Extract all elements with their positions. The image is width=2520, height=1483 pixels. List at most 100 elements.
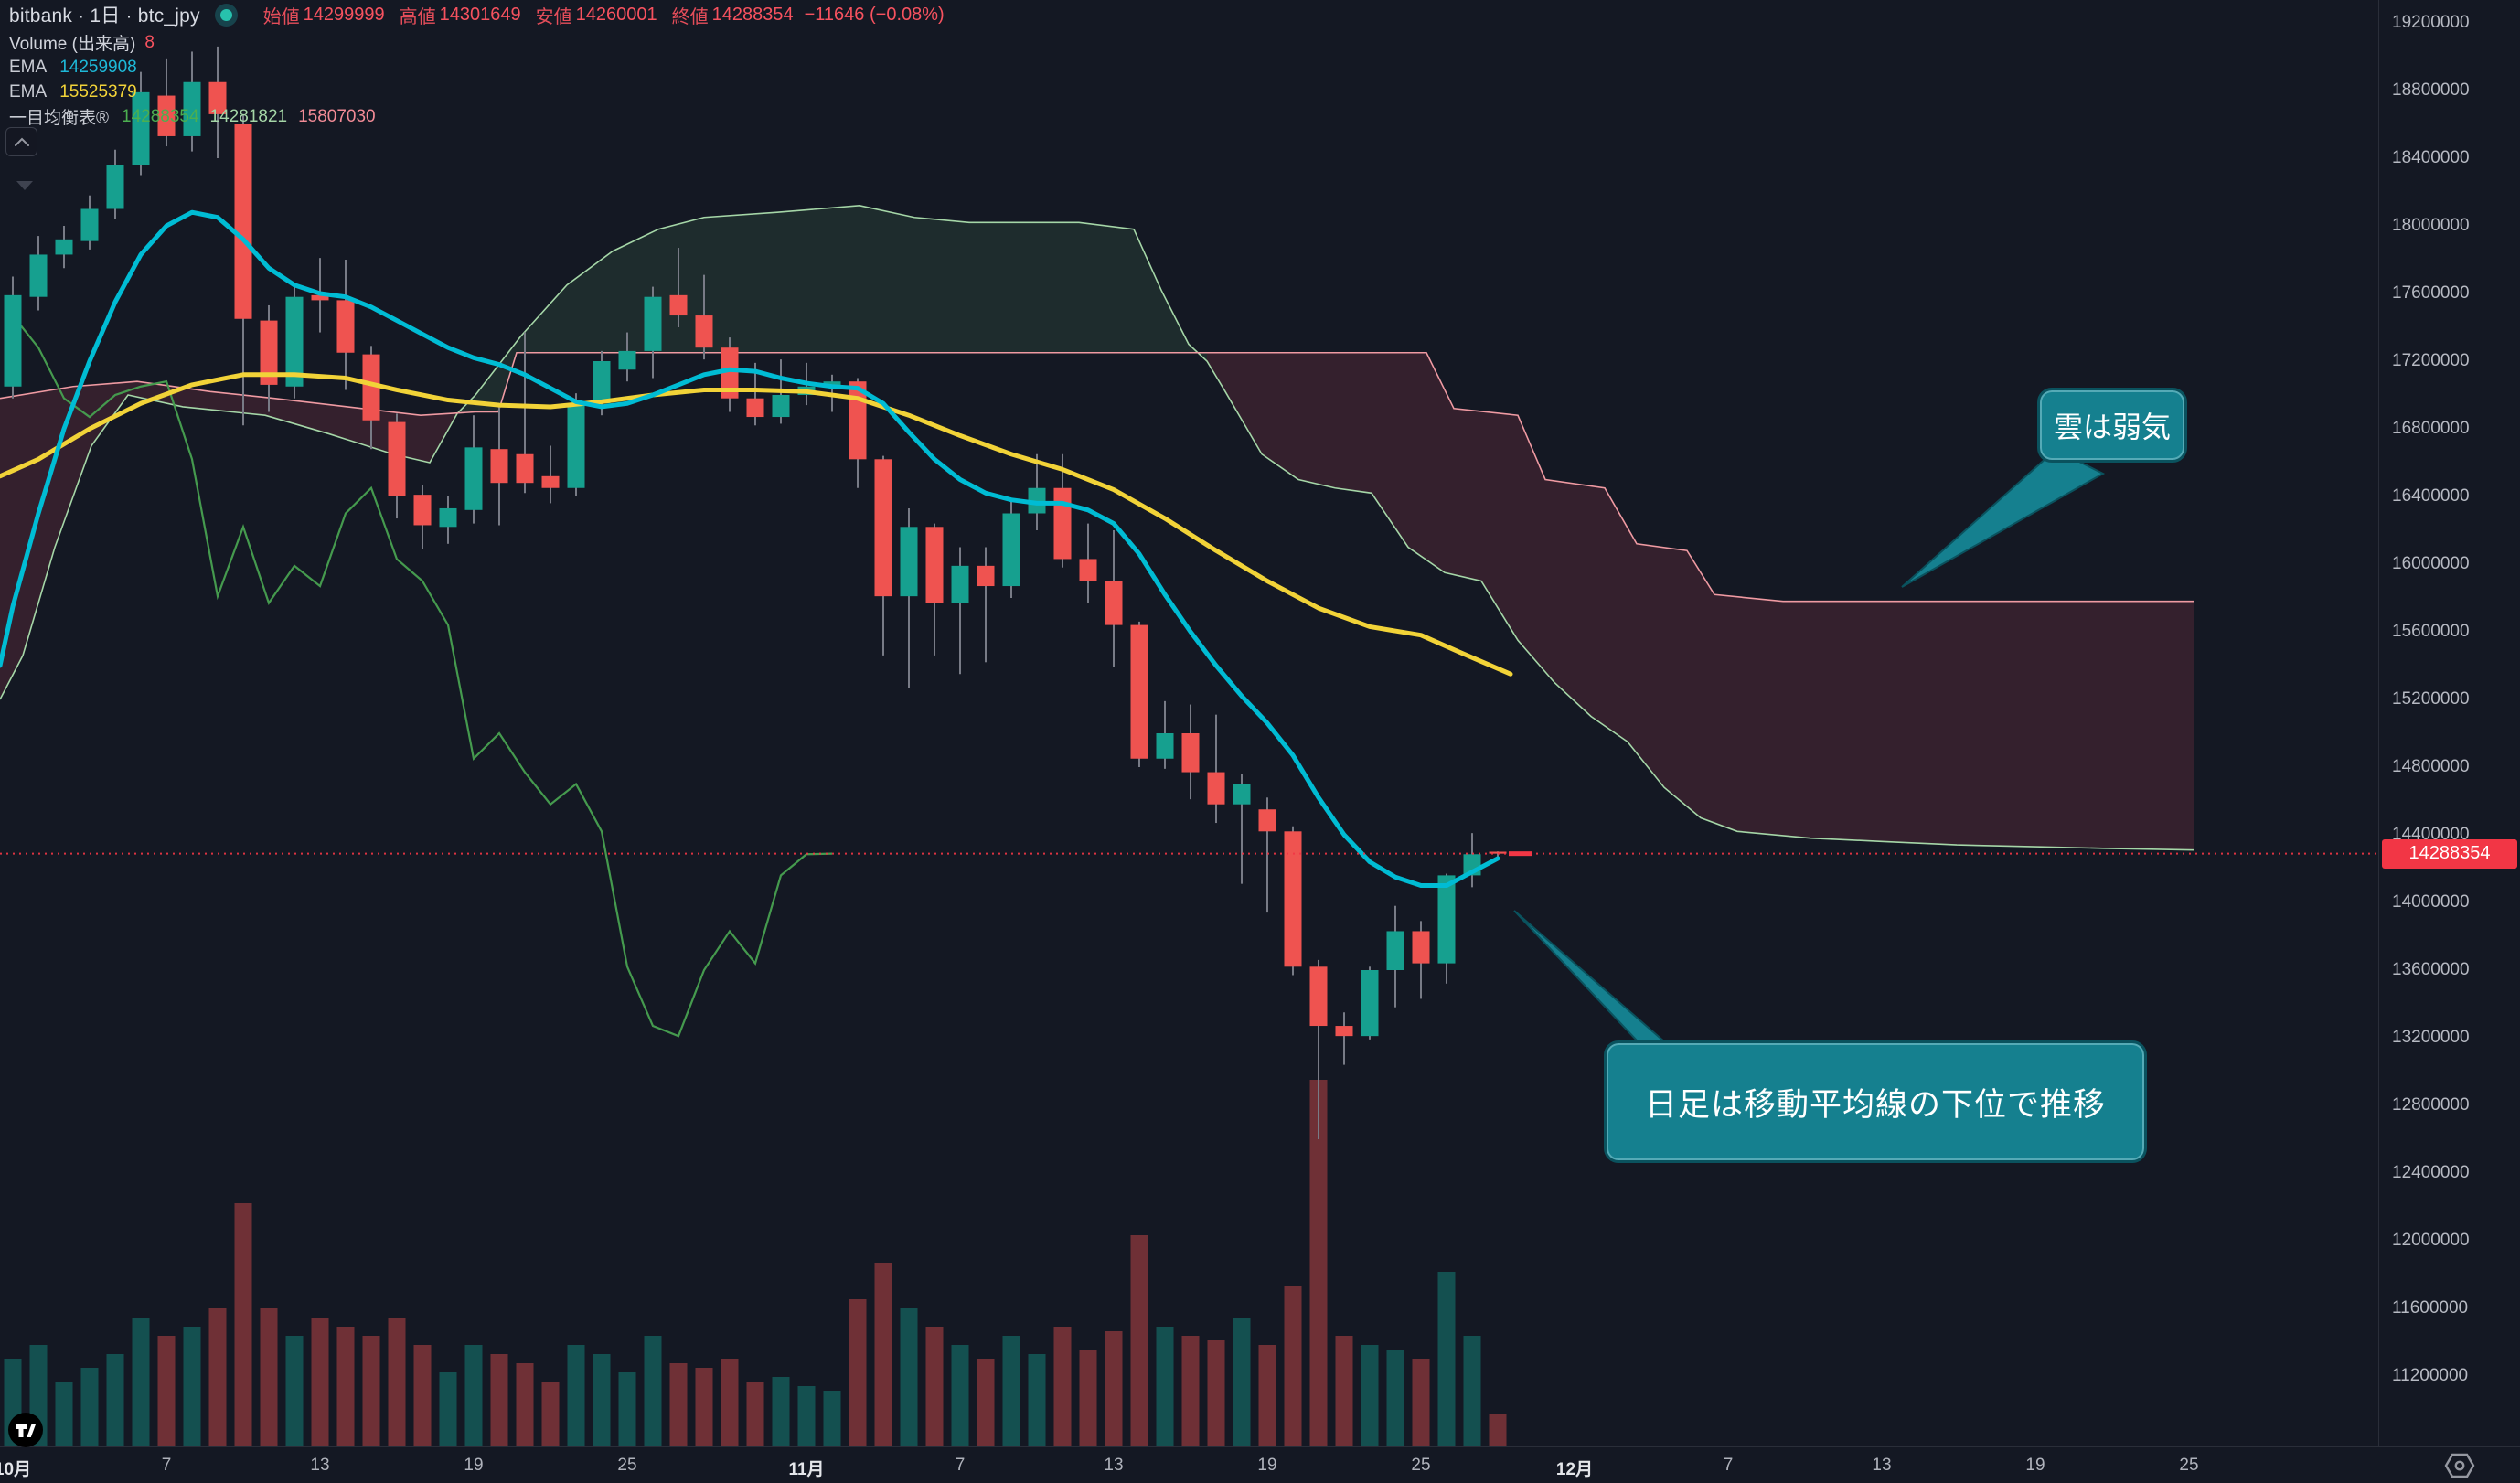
ema-fast-line (0, 209, 1500, 888)
last-price-tag: 14288354 (2382, 838, 2517, 869)
symbol-title[interactable]: bitbank · 1日 · btc_jpy (9, 5, 200, 27)
candle-body (567, 403, 585, 488)
ema-slow-value: 15525379 (59, 81, 137, 101)
price-tick-label: 18000000 (2392, 216, 2470, 235)
volume-bar (567, 1345, 585, 1446)
candle-body (874, 459, 892, 597)
price-tick-label: 18800000 (2392, 80, 2470, 100)
volume-bar (1386, 1350, 1404, 1446)
ema-slow-line (0, 372, 1513, 677)
price-tick-label: 17200000 (2392, 351, 2470, 370)
price-scale[interactable]: 19200000 18800000 18400000 18000000 17600000… (2378, 0, 2520, 1446)
price-tick-label: 12000000 (2392, 1231, 2470, 1250)
candle-body (285, 296, 304, 387)
volume-bar (695, 1368, 713, 1446)
time-scale[interactable]: 10月 7 13 19 25 11月 7 13 19 25 12月 7 13 19 25 (0, 1446, 2520, 1483)
candle-body (1489, 851, 1507, 854)
candle-body (1053, 487, 1072, 560)
low-label: 安値 (535, 6, 572, 27)
volume-bar (1181, 1336, 1200, 1446)
legend-more-triangle-icon[interactable] (16, 181, 33, 190)
data-source-dot-icon (219, 8, 232, 21)
price-tick-label: 13600000 (2392, 960, 2470, 979)
high-label: 高値 (399, 6, 436, 27)
ema-slow-label[interactable]: EMA (9, 81, 48, 101)
ichimoku-kijun-value: 14281821 (209, 106, 288, 126)
volume-bar (1412, 1359, 1430, 1446)
price-tick-label: 12400000 (2392, 1163, 2470, 1182)
candle-body (1130, 624, 1148, 759)
price-tick-label: 17600000 (2392, 283, 2470, 303)
time-tick-label: 7 (955, 1456, 966, 1475)
ohlc-readout: 始値 14299999 高値 14301649 安値 14260001 終値 14288… (252, 2, 945, 28)
candle-body (1233, 784, 1251, 805)
time-tick-label: 25 (617, 1456, 637, 1475)
candle-body (80, 208, 99, 241)
cloud-bearish-callout[interactable]: 雲は弱気 (2037, 388, 2187, 463)
tradingview-logo[interactable] (7, 1412, 44, 1453)
price-tick-label: 16400000 (2392, 486, 2470, 506)
candle-body (977, 565, 995, 587)
volume-bar (413, 1345, 432, 1446)
volume-bar (1258, 1345, 1276, 1446)
ema-fast-label[interactable]: EMA (9, 57, 48, 77)
candle-body (464, 447, 483, 510)
candle-body (1258, 809, 1276, 832)
candle-body (541, 475, 560, 488)
volume-bar (1437, 1272, 1456, 1446)
time-tick-label: 7 (1723, 1456, 1734, 1475)
volume-bar (541, 1382, 560, 1446)
candle-body (1386, 931, 1404, 970)
candle-body (593, 361, 611, 404)
senkou-b-line (0, 351, 2194, 603)
volume-bar (1233, 1318, 1251, 1446)
ichimoku-cloud-bearish-forward (1207, 352, 2194, 850)
volume-bar (1335, 1336, 1353, 1446)
volume-bar (1002, 1336, 1020, 1446)
volume-bar (439, 1372, 457, 1446)
time-tick-label: 19 (464, 1456, 484, 1475)
candle-body (1079, 559, 1097, 581)
volume-bar (925, 1327, 944, 1446)
volume-bar (464, 1345, 483, 1446)
price-tick-label: 16000000 (2392, 554, 2470, 573)
candle-body (721, 347, 739, 399)
price-tick-label: 16800000 (2392, 419, 2470, 438)
hexagon-settings-icon[interactable] (2443, 1451, 2476, 1483)
candle-body (29, 254, 48, 297)
price-tick-label: 15600000 (2392, 622, 2470, 641)
candle-body (1105, 581, 1123, 625)
ichimoku-tenkan-value: 14288354 (122, 106, 199, 126)
ichimoku-label[interactable]: 一目均衡表® (9, 109, 109, 128)
candle-body (951, 565, 969, 603)
candle-body (208, 81, 227, 114)
volume-bar (900, 1308, 918, 1446)
candle-body (234, 124, 252, 319)
volume-bar (618, 1372, 636, 1446)
candle-body (183, 81, 201, 136)
volume-bar (1361, 1345, 1379, 1446)
candle-body (925, 527, 944, 603)
candle-body (1335, 1026, 1353, 1037)
candle-body (746, 398, 764, 418)
open-label: 始値 (262, 6, 300, 27)
candle-body (1181, 733, 1200, 773)
candle-body (490, 449, 508, 484)
volume-bar (132, 1318, 150, 1446)
volume-indicator-label[interactable]: Volume (出来高) (9, 35, 136, 54)
volume-bar (1489, 1414, 1507, 1446)
cloud-bearish-callout-text: 雲は弱気 (2053, 411, 2171, 443)
legend-collapse-button[interactable] (5, 127, 37, 156)
time-tick-label: 10月 (0, 1460, 32, 1479)
below-ma-callout[interactable]: 日足は移動平均線の下位で推移 (1604, 1040, 2147, 1163)
volume-bar (644, 1336, 662, 1446)
ichimoku-cloud-bullish (457, 205, 1207, 414)
chikou-span-line (12, 315, 833, 1038)
volume-bar (388, 1318, 406, 1446)
time-tick-label: 25 (2179, 1456, 2199, 1475)
high-value: 14301649 (439, 4, 521, 25)
time-tick-label: 19 (2025, 1456, 2045, 1475)
price-tick-label: 14000000 (2392, 892, 2470, 912)
volume-bar (260, 1308, 278, 1446)
